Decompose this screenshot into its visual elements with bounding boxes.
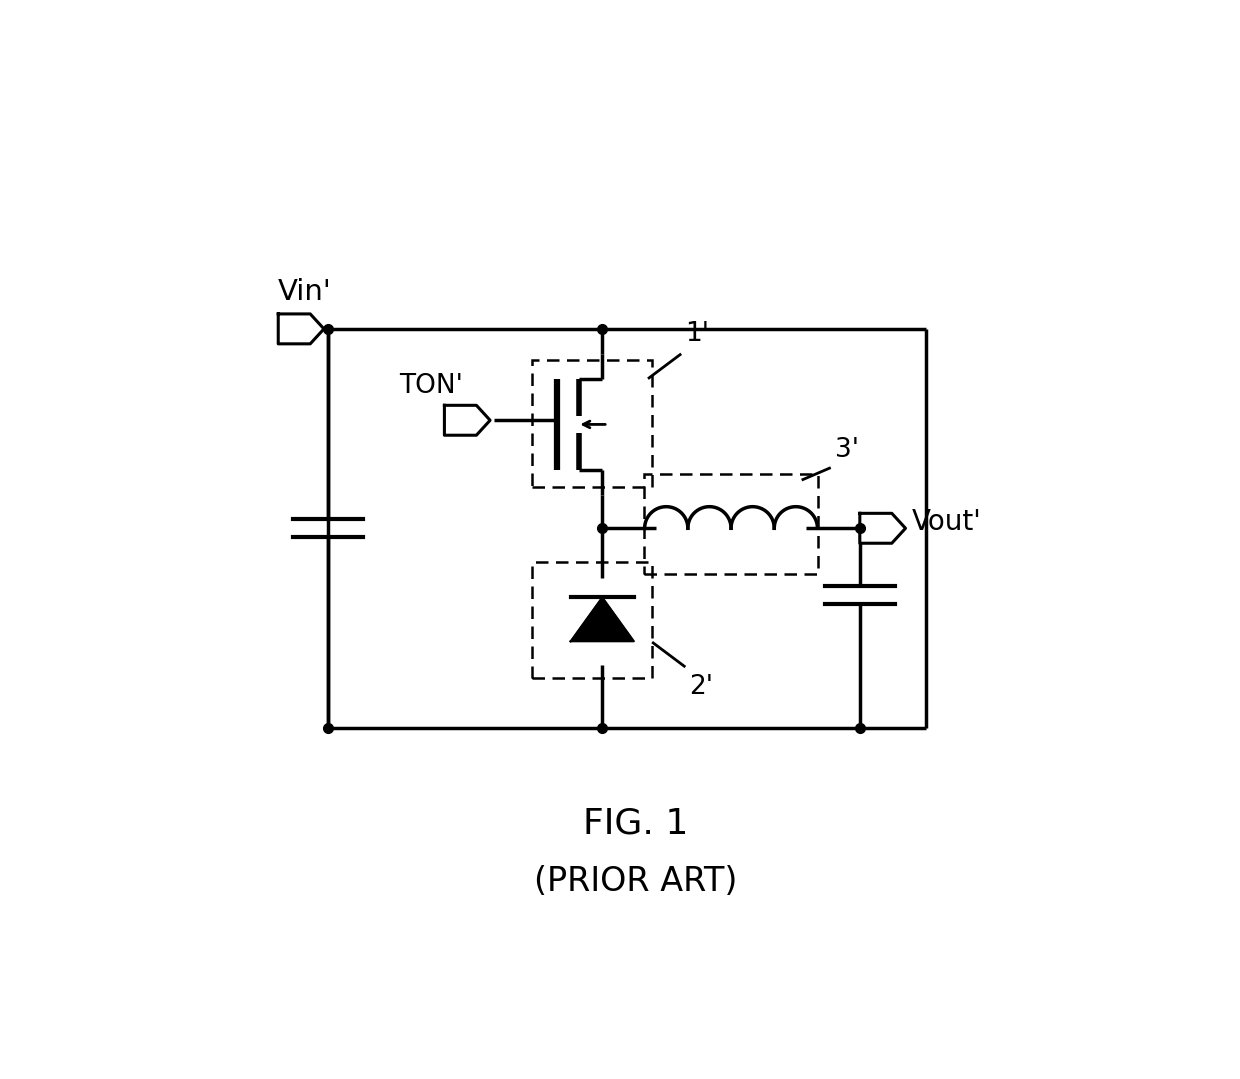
Text: TON': TON': [399, 373, 463, 399]
Text: 3': 3': [835, 437, 859, 464]
Polygon shape: [444, 406, 490, 435]
Text: (PRIOR ART): (PRIOR ART): [533, 865, 738, 898]
Text: Vout': Vout': [911, 507, 981, 535]
Polygon shape: [859, 514, 905, 543]
Bar: [532, 561, 652, 678]
Text: Vin': Vin': [278, 277, 332, 305]
Bar: [532, 359, 652, 487]
Bar: [644, 475, 818, 574]
Polygon shape: [570, 598, 634, 641]
Text: 1': 1': [686, 322, 709, 347]
Text: FIG. 1: FIG. 1: [583, 806, 688, 841]
Text: 2': 2': [689, 673, 713, 699]
Polygon shape: [278, 314, 324, 344]
